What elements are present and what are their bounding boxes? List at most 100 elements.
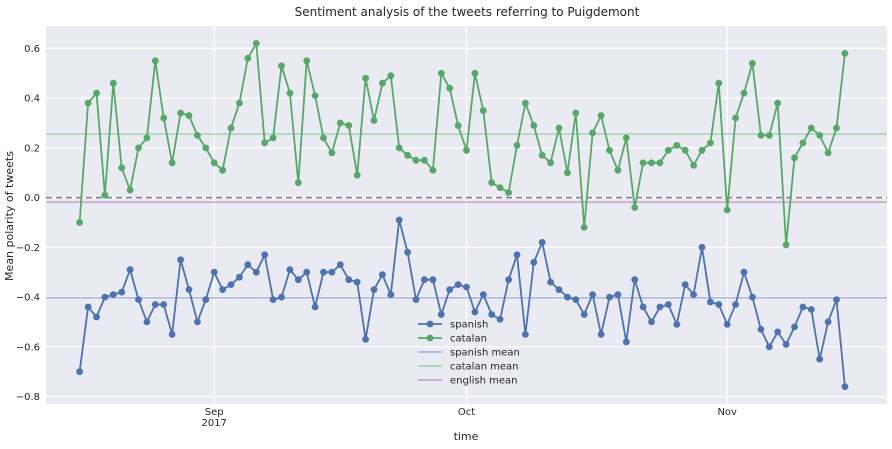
point-spanish: [429, 276, 437, 284]
point-spanish: [740, 268, 748, 276]
point-spanish: [135, 296, 142, 303]
point-spanish: [522, 331, 529, 338]
point-catalan: [698, 146, 706, 154]
point-spanish: [807, 306, 815, 313]
point-catalan: [757, 132, 765, 139]
point-catalan: [454, 122, 462, 129]
point-spanish: [488, 311, 496, 318]
point-catalan: [379, 79, 386, 87]
point-catalan: [143, 134, 151, 142]
legend-marker: [426, 334, 434, 342]
legend-label: spanish: [450, 320, 488, 331]
point-catalan: [463, 146, 470, 154]
point-spanish: [698, 243, 706, 251]
y-tick-label: −0.6: [16, 342, 40, 353]
y-tick-label: −0.4: [16, 293, 40, 304]
legend-marker: [426, 320, 434, 328]
point-catalan: [135, 144, 142, 152]
point-spanish: [303, 268, 311, 276]
point-spanish: [185, 286, 193, 293]
point-catalan: [723, 206, 731, 214]
point-catalan: [749, 59, 756, 67]
point-catalan: [807, 124, 815, 132]
point-catalan: [210, 159, 218, 167]
point-spanish: [471, 308, 479, 316]
chart-title: Sentiment analysis of the tweets referri…: [295, 5, 640, 19]
point-spanish: [723, 321, 731, 328]
point-spanish: [446, 286, 454, 293]
point-catalan: [278, 62, 285, 70]
y-axis-label: Mean polarity of tweets: [3, 151, 16, 281]
y-axis-ticks: −0.8 −0.6 −0.4 −0.2 0.0 0.2 0.4 0.6: [16, 44, 40, 403]
point-catalan: [177, 109, 185, 117]
point-spanish: [513, 251, 521, 259]
x-tick-label: Nov: [717, 407, 737, 418]
point-catalan: [782, 241, 790, 249]
point-spanish: [589, 291, 596, 298]
point-spanish: [286, 266, 294, 274]
point-spanish: [294, 276, 302, 284]
point-spanish: [336, 261, 344, 269]
point-spanish: [530, 258, 538, 266]
point-catalan: [690, 161, 697, 169]
point-spanish: [816, 355, 824, 363]
legend-label: catalan mean: [450, 362, 518, 373]
point-catalan: [488, 179, 496, 187]
point-catalan: [513, 142, 521, 149]
point-catalan: [648, 159, 655, 167]
point-catalan: [589, 129, 596, 137]
point-spanish: [404, 248, 411, 256]
point-catalan: [370, 117, 378, 124]
point-catalan: [799, 139, 807, 147]
point-spanish: [564, 293, 571, 301]
point-catalan: [765, 132, 773, 139]
point-catalan: [664, 146, 672, 154]
point-spanish: [118, 288, 126, 296]
point-catalan: [631, 204, 639, 211]
point-catalan: [93, 89, 100, 97]
point-catalan: [606, 146, 613, 154]
point-catalan: [437, 69, 445, 77]
point-spanish: [782, 340, 790, 348]
x-tick-label: Sep: [205, 407, 224, 418]
point-spanish: [580, 311, 588, 318]
point-catalan: [345, 122, 353, 129]
point-spanish: [345, 276, 353, 284]
point-spanish: [219, 286, 227, 293]
point-spanish: [269, 296, 277, 303]
point-spanish: [278, 293, 285, 301]
x-tick-sublabel: 2017: [201, 418, 226, 429]
point-spanish: [673, 321, 681, 328]
series-group: [76, 40, 849, 390]
point-catalan: [774, 99, 782, 107]
point-spanish: [311, 303, 319, 311]
legend: spanish catalan spanish mean catalan mean en…: [418, 320, 520, 387]
point-catalan: [673, 142, 681, 149]
point-catalan: [328, 149, 336, 157]
point-catalan: [202, 144, 210, 152]
point-catalan: [833, 124, 840, 132]
point-catalan: [261, 139, 269, 147]
point-spanish: [774, 328, 782, 336]
point-spanish: [109, 291, 117, 298]
point-catalan: [118, 164, 126, 172]
point-catalan: [841, 50, 849, 57]
point-catalan: [252, 40, 260, 47]
point-catalan: [353, 171, 361, 179]
point-spanish: [252, 268, 260, 276]
point-spanish: [732, 301, 739, 308]
point-catalan: [522, 99, 529, 107]
point-spanish: [76, 368, 83, 376]
point-spanish: [833, 296, 840, 303]
point-spanish: [791, 323, 798, 331]
point-spanish: [454, 281, 462, 288]
point-catalan: [244, 54, 252, 62]
point-spanish: [765, 343, 773, 351]
point-catalan: [614, 166, 622, 174]
point-spanish: [555, 286, 563, 293]
point-spanish: [437, 311, 445, 318]
point-spanish: [379, 271, 386, 279]
point-spanish: [757, 326, 765, 333]
point-spanish: [236, 273, 243, 281]
point-spanish: [84, 303, 92, 311]
